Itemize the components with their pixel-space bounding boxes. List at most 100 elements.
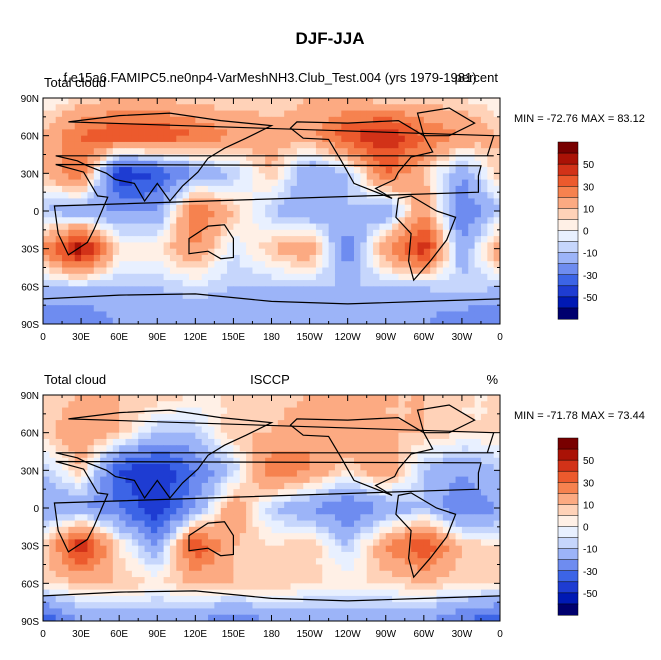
heatmap-cell: [49, 211, 57, 218]
heatmap-cell: [201, 558, 209, 565]
heatmap-cell: [322, 508, 330, 515]
heatmap-cell: [55, 438, 63, 446]
heatmap-cell: [208, 280, 215, 287]
heatmap-cell: [131, 501, 139, 509]
heatmap-cell: [157, 160, 164, 168]
heatmap-cell: [125, 273, 133, 281]
colorbar-label: -30: [583, 271, 598, 282]
heatmap-cell: [227, 248, 234, 256]
heatmap-cell: [360, 286, 368, 294]
heatmap-cell: [373, 539, 380, 547]
heatmap-cell: [404, 564, 412, 572]
heatmap-cell: [417, 476, 425, 484]
heatmap-cell: [354, 451, 361, 459]
heatmap-cell: [271, 457, 279, 465]
heatmap-cell: [68, 317, 76, 325]
heatmap-cell: [284, 248, 291, 256]
heatmap-cell: [208, 583, 215, 591]
heatmap-cell: [106, 482, 114, 490]
heatmap-cell: [423, 489, 431, 496]
heatmap-cell: [436, 413, 444, 421]
heatmap-cell: [246, 242, 253, 250]
heatmap-cell: [474, 520, 482, 528]
heatmap-cell: [157, 292, 164, 300]
heatmap-cell: [474, 286, 482, 294]
coastline: [395, 195, 457, 282]
heatmap-cell: [74, 445, 82, 452]
heatmap-cell: [455, 98, 463, 105]
heatmap-cell: [354, 564, 361, 572]
heatmap-cell: [468, 482, 476, 490]
heatmap-cell: [81, 551, 88, 559]
heatmap-cell: [201, 533, 209, 540]
heatmap-cell: [119, 248, 126, 256]
heatmap-cell: [81, 298, 88, 306]
heatmap-cell: [233, 438, 241, 446]
heatmap-cell: [62, 223, 69, 231]
heatmap-cell: [239, 464, 247, 471]
heatmap-cell: [62, 426, 69, 434]
heatmap-cell: [360, 395, 368, 402]
heatmap-cell: [55, 254, 63, 262]
heatmap-cell: [347, 173, 355, 181]
heatmap-cell: [398, 286, 406, 294]
heatmap-cell: [379, 317, 387, 325]
heatmap-cell: [277, 123, 285, 130]
heatmap-cell: [423, 267, 431, 275]
heatmap-cell: [487, 551, 495, 559]
heatmap-cell: [404, 217, 412, 224]
heatmap-cell: [455, 129, 463, 137]
heatmap-cell: [271, 420, 279, 427]
lon-label: 0: [40, 332, 46, 343]
heatmap-cell: [163, 267, 171, 275]
heatmap-cell: [360, 273, 368, 281]
heatmap-cell: [341, 464, 349, 471]
heatmap-cell: [239, 261, 247, 268]
heatmap-cell: [201, 179, 209, 187]
heatmap-cell: [290, 204, 298, 212]
heatmap-cell: [169, 438, 177, 446]
heatmap-cell: [379, 261, 387, 268]
heatmap-cell: [144, 432, 152, 440]
heatmap-cell: [176, 141, 184, 149]
heatmap-cell: [455, 438, 463, 446]
heatmap-cell: [309, 476, 317, 484]
heatmap-cell: [404, 116, 412, 124]
heatmap-cell: [49, 577, 57, 584]
heatmap-cell: [296, 317, 304, 325]
heatmap-cell: [480, 280, 488, 287]
heatmap-cell: [220, 317, 228, 325]
heatmap-cell: [417, 457, 425, 465]
heatmap-cell: [392, 514, 399, 521]
heatmap-cell: [398, 198, 406, 206]
heatmap-cell: [227, 192, 234, 199]
heatmap-cell: [277, 286, 285, 294]
heatmap-cell: [430, 526, 437, 534]
heatmap-cell: [188, 395, 196, 402]
heatmap-cell: [423, 236, 431, 243]
heatmap-cell: [68, 583, 76, 591]
heatmap-cell: [417, 570, 425, 578]
heatmap-cell: [455, 577, 463, 584]
heatmap-cell: [233, 123, 241, 130]
heatmap-cell: [195, 242, 203, 250]
heatmap-cell: [233, 261, 241, 268]
heatmap-cell: [430, 273, 437, 281]
heatmap-cell: [252, 476, 260, 484]
heatmap-cell: [49, 254, 57, 262]
heatmap-cell: [366, 476, 374, 484]
heatmap-cell: [277, 457, 285, 465]
heatmap-cell: [366, 395, 374, 402]
heatmap-cell: [100, 173, 107, 181]
heatmap-cell: [493, 489, 501, 496]
heatmap-cell: [290, 551, 298, 559]
heatmap-cell: [43, 104, 50, 111]
heatmap-cell: [468, 229, 476, 237]
heatmap-cell: [214, 545, 222, 553]
heatmap-cell: [354, 154, 361, 162]
heatmap-cell: [68, 223, 76, 231]
heatmap-cell: [411, 577, 418, 584]
heatmap-cell: [436, 167, 444, 174]
heatmap-cell: [265, 305, 272, 312]
heatmap-cell: [157, 211, 164, 218]
